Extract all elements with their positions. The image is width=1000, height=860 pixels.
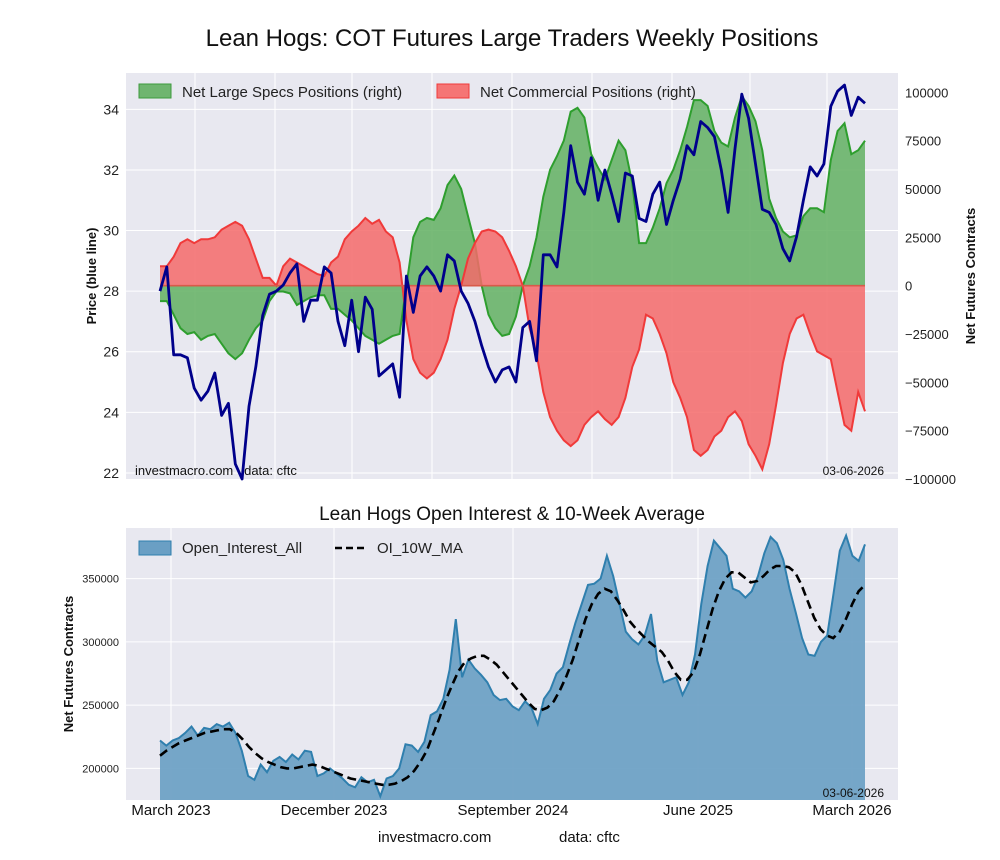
price-line: [158, 83, 866, 481]
net-contracts-tick-label: 0: [905, 279, 912, 294]
legend-label-specs: Net Large Specs Positions (right): [182, 84, 402, 101]
open-interest-chart: Lean Hogs Open Interest & 10-Week Averag…: [61, 504, 898, 819]
price-axis-label: Price (blue line): [84, 228, 99, 325]
legend-swatch-commercial: [436, 83, 470, 99]
open-interest-tick-label: 300000: [82, 637, 119, 649]
price-tick-label: 22: [103, 465, 119, 481]
open-interest-title: Lean Hogs Open Interest & 10-Week Averag…: [319, 504, 705, 525]
date-tick-label: March 2023: [131, 802, 210, 819]
date-tick-label: March 2026: [812, 802, 891, 819]
footer-source: data: cftc: [559, 829, 620, 846]
legend-swatch-specs: [138, 83, 172, 99]
net-contracts-axis-label: Net Futures Contracts: [963, 208, 978, 345]
open-interest-line: [159, 532, 866, 800]
price-series: [158, 83, 866, 481]
net-contracts-tick-label: −75000: [905, 424, 949, 439]
net-contracts-tick-label: −100000: [905, 472, 956, 487]
legend-label-open-interest: Open_Interest_All: [182, 540, 302, 557]
net-contracts-tick-label: 100000: [905, 85, 948, 100]
open-interest-tick-label: 200000: [82, 763, 119, 775]
open-interest-fill: [160, 535, 865, 800]
price-tick-label: 24: [103, 404, 119, 420]
price-tick-label: 34: [103, 101, 119, 117]
price-tick-label: 26: [103, 344, 119, 360]
positions-legend: Net Large Specs Positions (right) Net Co…: [138, 83, 696, 101]
net-large-specs-area: [160, 96, 865, 360]
net-commercial-area-edge: [160, 216, 866, 473]
open-interest-tick-label: 350000: [82, 574, 119, 586]
net-contracts-tick-label: 25000: [905, 230, 941, 245]
date-tick-label: December 2023: [281, 802, 388, 819]
date-tick-label: September 2024: [458, 802, 569, 819]
positions-date-label: 03-06-2026: [823, 464, 885, 478]
net-contracts-axis: 100000 75000 50000 25000 0 −25000 −50000 −75000…: [905, 85, 956, 487]
legend-swatch-open-interest: [138, 540, 172, 556]
footer-site: investmacro.com: [378, 829, 491, 846]
price-tick-label: 28: [103, 283, 119, 299]
net-contracts-tick-label: 50000: [905, 182, 941, 197]
price-axis: 22 24 26 28 30 32 34: [103, 101, 119, 481]
date-tick-label: June 2025: [663, 802, 733, 819]
moving-average-line: [159, 564, 866, 787]
price-tick-label: 32: [103, 162, 119, 178]
net-contracts-tick-label: −50000: [905, 375, 949, 390]
moving-average-series: [159, 564, 866, 787]
positions-chart: 22 24 26 28 30 32 34 100000 75000 50000 25000 0 −25…: [84, 73, 978, 487]
net-commercial-area: [160, 218, 865, 470]
positions-watermark: investmacro.com data: cftc: [135, 463, 297, 478]
net-contracts-tick-label: 75000: [905, 134, 941, 149]
open-interest-area: [159, 532, 866, 800]
legend-label-commercial: Net Commercial Positions (right): [480, 84, 696, 101]
figure-title: Lean Hogs: COT Futures Large Traders Wee…: [206, 25, 819, 52]
price-tick-label: 30: [103, 223, 119, 239]
date-axis: March 2023 December 2023 September 2024 Jun…: [131, 802, 891, 819]
open-interest-tick-label: 250000: [82, 700, 119, 712]
legend-label-moving-average: OI_10W_MA: [377, 540, 463, 557]
net-contracts-tick-label: −25000: [905, 327, 949, 342]
open-interest-axis-label: Net Futures Contracts: [61, 596, 76, 733]
open-interest-legend: Open_Interest_All OI_10W_MA: [138, 540, 463, 557]
open-interest-date-label: 03-06-2026: [823, 786, 885, 800]
open-interest-axis: 200000 250000 300000 350000: [82, 574, 119, 776]
